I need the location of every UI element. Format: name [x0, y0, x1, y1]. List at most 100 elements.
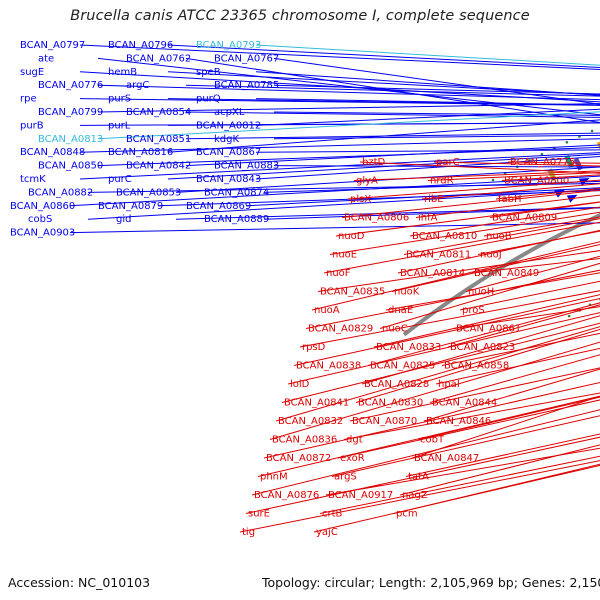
gene-label-nuoJ: nuoJ	[480, 250, 502, 261]
leader-line-BCAN_A0867	[255, 149, 600, 153]
leader-line-plsX	[347, 179, 600, 200]
annotation-block	[596, 140, 600, 154]
leader-line-BCAN_A0883	[273, 165, 600, 168]
gene-label-hemB: hemB	[108, 67, 137, 78]
leader-line-nuoC	[379, 262, 600, 329]
gene-label-BCAN_A0846: BCAN_A0846	[426, 416, 491, 427]
leader-line-pcm	[393, 463, 600, 514]
leader-line-tatA	[405, 433, 600, 477]
gene-label-nuoE: nuoE	[332, 250, 357, 261]
leader-line-BCAN_A0800	[501, 174, 600, 181]
leader-line-BCAN_A0858	[441, 332, 600, 366]
leader-line-BCAN_A0835	[317, 250, 600, 292]
genome-stats-label: Topology: circular; Length: 2,105,969 bp…	[262, 575, 600, 590]
gene-label-BCAN_A0870: BCAN_A0870	[352, 416, 417, 427]
leader-line-BCAN_A0810	[409, 206, 600, 237]
gene-label-BCAN_A0903: BCAN_A0903	[10, 228, 75, 239]
leader-line-argS	[331, 415, 600, 477]
leader-line-rpsD	[299, 290, 600, 348]
gene-label-BCAN_A0838: BCAN_A0838	[296, 361, 361, 372]
gene-label-lolD: lolD	[290, 379, 310, 390]
gene-label-rpe: rpe	[20, 94, 37, 105]
gene-label-purQ: purQ	[196, 94, 221, 105]
gene-label-BCAN_A0806: BCAN_A0806	[344, 213, 409, 224]
gene-label-BCAN_A0775: BCAN_A0775	[510, 157, 575, 168]
gene-label-bztD: bztD	[362, 157, 386, 168]
gene-label-BCAN_A0869: BCAN_A0869	[186, 201, 251, 212]
leader-line-BCAN_A0851	[185, 132, 600, 140]
leader-line-tcmK	[79, 152, 600, 180]
gene-label-BCAN_A0850: BCAN_A0850	[38, 161, 103, 172]
gene-label-proS: proS	[462, 305, 485, 316]
leader-line-BCAN_A0833	[373, 294, 600, 348]
gene-label-BCAN_A0861: BCAN_A0861	[456, 324, 521, 335]
gene-label-BCAN_A0767: BCAN_A0767	[214, 53, 279, 64]
leader-line-dgt	[343, 392, 600, 440]
gene-label-BCAN_A0872: BCAN_A0872	[266, 453, 331, 464]
gene-label-nuoH: nuoH	[468, 287, 494, 298]
gene-label-BCAN_A0825: BCAN_A0825	[370, 361, 435, 372]
gene-label-BCAN_A0823: BCAN_A0823	[450, 342, 515, 353]
leader-line-BCAN_A0785	[273, 84, 600, 95]
tick-dot	[491, 178, 495, 182]
gene-label-nagZ: nagZ	[402, 490, 428, 501]
leader-line-nuoH	[465, 255, 600, 292]
leader-line-cobS	[87, 188, 600, 220]
gene-label-BCAN_A0833: BCAN_A0833	[376, 342, 441, 353]
leader-line-speB	[255, 71, 600, 96]
gene-label-BCAN_A0889: BCAN_A0889	[204, 214, 269, 225]
leader-line-kdgK	[273, 134, 600, 140]
gene-label-BCAN_A0841: BCAN_A0841	[284, 398, 349, 409]
gene-label-dgt: dgt	[346, 435, 363, 446]
leader-line-BCAN_A0809	[489, 201, 600, 218]
gene-label-BCAN_A0812: BCAN_A0812	[196, 120, 261, 131]
tick-dot	[567, 314, 571, 318]
gene-label-BCAN_A0828: BCAN_A0828	[364, 379, 429, 390]
gene-label-tcmK: tcmK	[20, 174, 46, 185]
leader-line-BCAN_A0830	[355, 328, 600, 403]
gene-label-BCAN_A0796: BCAN_A0796	[108, 40, 173, 51]
gene-label-BCAN_A0876: BCAN_A0876	[254, 490, 319, 501]
leader-line-BCAN_A0869	[245, 187, 600, 207]
gene-label-pcm: pcm	[396, 509, 418, 520]
leader-line-hpaI	[435, 347, 600, 385]
leader-line-acpXL	[273, 111, 600, 116]
leader-line-BCAN_A0876	[251, 409, 600, 496]
leader-line-gid	[175, 206, 600, 220]
leader-line-BCAN_A0854	[185, 111, 600, 118]
leader-line-cobT	[417, 396, 600, 440]
leader-line-tig	[239, 460, 600, 533]
gene-label-BCAN_A0785: BCAN_A0785	[214, 80, 279, 91]
gene-label-BCAN_A0762: BCAN_A0762	[126, 53, 191, 64]
leader-line-BCAN_A0843	[255, 156, 600, 180]
leader-line-BCAN_A0917	[325, 447, 600, 496]
leader-line-BCAN_A0776	[97, 84, 600, 101]
leader-line-lolD	[287, 312, 600, 385]
gene-label-BCAN_A0814: BCAN_A0814	[400, 268, 465, 279]
gene-label-BCAN_A0879: BCAN_A0879	[98, 201, 163, 212]
gene-label-BCAN_A0799: BCAN_A0799	[38, 107, 103, 118]
gene-label-gid: gid	[116, 214, 131, 225]
gene-label-BCAN_A0810: BCAN_A0810	[412, 231, 477, 242]
gene-label-yajC: yajC	[316, 527, 338, 538]
gene-label-BCAN_A0832: BCAN_A0832	[278, 416, 343, 427]
gene-label-nuoD: nuoD	[338, 231, 365, 242]
gene-label-BCAN_A0851: BCAN_A0851	[126, 134, 191, 145]
leader-line-BCAN_A0860	[69, 175, 600, 207]
leader-line-purL	[167, 122, 600, 126]
leader-line-proS	[459, 280, 600, 311]
leader-line-BCAN_A0806	[341, 189, 600, 218]
gene-label-nuoF: nuoF	[326, 268, 351, 279]
gene-label-BCAN_A0836: BCAN_A0836	[272, 435, 337, 446]
tick-dot	[565, 140, 569, 144]
leader-line-BCAN_A0813	[97, 111, 600, 140]
leader-line-BCAN_A0811	[403, 218, 600, 255]
gene-label-sugE: sugE	[20, 67, 44, 78]
gene-label-fabH: fabH	[498, 194, 522, 205]
gene-label-nuoC: nuoC	[382, 324, 408, 335]
leader-line-BCAN_A0879	[157, 190, 600, 207]
gene-label-tatA: tatA	[408, 472, 429, 483]
